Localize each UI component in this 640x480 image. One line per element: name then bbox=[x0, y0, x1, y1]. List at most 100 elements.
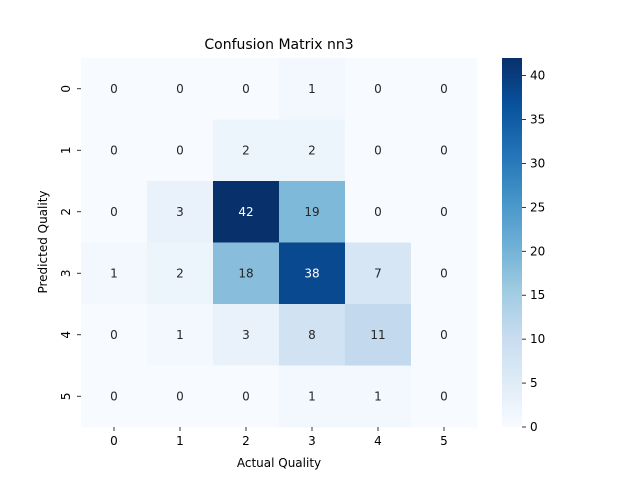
heatmap-cell bbox=[81, 181, 148, 243]
colorbar-tick-label: 20 bbox=[530, 244, 545, 258]
colorbar-tick-label: 0 bbox=[530, 420, 538, 434]
heatmap-cell bbox=[213, 304, 280, 366]
colorbar-ticks: 0 5 10 15 20 25 30 35 40 bbox=[522, 69, 545, 434]
cell-value-label: 0 bbox=[110, 205, 118, 219]
chart-title: Confusion Matrix nn3 bbox=[204, 37, 353, 53]
heatmap-cell bbox=[279, 365, 346, 428]
heatmap-cell bbox=[411, 304, 478, 366]
heatmap-cell bbox=[279, 181, 346, 243]
colorbar-tick-label: 15 bbox=[530, 288, 545, 302]
cell-value-label: 11 bbox=[370, 328, 385, 342]
colorbar-tick-label: 5 bbox=[530, 376, 538, 390]
cell-value-label: 0 bbox=[374, 82, 382, 96]
cell-value-label: 0 bbox=[374, 205, 382, 219]
cell-value-label: 0 bbox=[242, 82, 250, 96]
cell-value-label: 0 bbox=[176, 82, 184, 96]
cell-value-label: 1 bbox=[308, 82, 316, 96]
heatmap-cell bbox=[147, 304, 214, 366]
cell-value-label: 0 bbox=[110, 328, 118, 342]
cell-value-label: 1 bbox=[308, 389, 316, 403]
colorbar-tick-label: 40 bbox=[530, 69, 545, 83]
heatmap-cell bbox=[279, 58, 346, 120]
colorbar bbox=[502, 58, 522, 427]
heatmap-cell bbox=[81, 365, 148, 428]
cell-value-label: 18 bbox=[238, 266, 253, 280]
cell-value-label: 2 bbox=[176, 266, 184, 280]
cell-value-label: 8 bbox=[308, 328, 316, 342]
colorbar-tick-label: 35 bbox=[530, 113, 545, 127]
x-tick-label: 0 bbox=[110, 434, 118, 448]
x-tick-label: 3 bbox=[308, 434, 316, 448]
heatmap-cell bbox=[345, 58, 412, 120]
heatmap-cell bbox=[147, 58, 214, 120]
cell-value-label: 2 bbox=[242, 143, 250, 157]
heatmap-cell bbox=[345, 304, 412, 366]
x-tick-label: 1 bbox=[176, 434, 184, 448]
cell-value-label: 7 bbox=[374, 266, 382, 280]
cell-value-label: 1 bbox=[176, 328, 184, 342]
heatmap-cell bbox=[345, 365, 412, 428]
y-tick-label: 5 bbox=[59, 392, 73, 400]
cell-value-label: 0 bbox=[110, 143, 118, 157]
cell-value-label: 0 bbox=[110, 82, 118, 96]
y-axis-ticks: 0 1 2 3 4 5 bbox=[59, 85, 81, 400]
cell-value-label: 3 bbox=[176, 205, 184, 219]
heatmap-cell bbox=[81, 304, 148, 366]
heatmap-cell bbox=[147, 181, 214, 243]
heatmap-cell bbox=[411, 119, 478, 182]
cell-value-label: 3 bbox=[242, 328, 250, 342]
cell-value-label: 2 bbox=[308, 143, 316, 157]
heatmap-cell bbox=[279, 119, 346, 182]
heatmap-cell bbox=[411, 365, 478, 428]
cell-value-label: 0 bbox=[440, 389, 448, 403]
heatmap-cell bbox=[411, 242, 478, 305]
heatmap-cell bbox=[411, 181, 478, 243]
heatmap-cell bbox=[147, 365, 214, 428]
cell-value-label: 0 bbox=[242, 389, 250, 403]
y-tick-label: 4 bbox=[59, 331, 73, 339]
colorbar-tick-label: 30 bbox=[530, 156, 545, 170]
x-axis-label: Actual Quality bbox=[237, 456, 321, 470]
y-tick-label: 0 bbox=[59, 85, 73, 93]
heatmap-cell bbox=[213, 181, 280, 243]
cell-value-label: 0 bbox=[440, 205, 448, 219]
heatmap-cell bbox=[81, 58, 148, 120]
x-tick-label: 5 bbox=[440, 434, 448, 448]
heatmap-cell bbox=[345, 119, 412, 182]
cell-value-label: 42 bbox=[238, 205, 253, 219]
cell-value-label: 0 bbox=[110, 389, 118, 403]
heatmap-cell bbox=[81, 119, 148, 182]
colorbar-tick-label: 10 bbox=[530, 332, 545, 346]
heatmap-cell bbox=[147, 242, 214, 305]
heatmap-cell bbox=[81, 242, 148, 305]
x-axis-ticks: 0 1 2 3 4 5 bbox=[110, 427, 448, 448]
cell-value-label: 0 bbox=[440, 143, 448, 157]
heatmap-cell bbox=[345, 242, 412, 305]
y-tick-label: 2 bbox=[59, 208, 73, 216]
cell-value-label: 0 bbox=[440, 328, 448, 342]
x-tick-label: 2 bbox=[242, 434, 250, 448]
y-axis-label: Predicted Quality bbox=[36, 190, 50, 293]
cell-value-label: 0 bbox=[176, 143, 184, 157]
heatmap-cell bbox=[147, 119, 214, 182]
y-tick-label: 1 bbox=[59, 146, 73, 154]
heatmap-cell bbox=[213, 119, 280, 182]
heatmap-cell bbox=[213, 58, 280, 120]
y-tick-label: 3 bbox=[59, 269, 73, 277]
cell-value-label: 0 bbox=[440, 266, 448, 280]
cell-value-label: 1 bbox=[374, 389, 382, 403]
cell-value-label: 0 bbox=[374, 143, 382, 157]
heatmap-cell bbox=[279, 242, 346, 305]
heatmap-cell bbox=[213, 365, 280, 428]
heatmap-cell bbox=[279, 304, 346, 366]
colorbar-tick-label: 25 bbox=[530, 200, 545, 214]
heatmap-cell bbox=[411, 58, 478, 120]
x-tick-label: 4 bbox=[374, 434, 382, 448]
heatmap-cells: 0 0 0 1 0 00 0 2 2 0 00 3 42 19 0 01 2 18 38 7 00 1 3 8 11 00 0 0 1 1… bbox=[81, 58, 478, 428]
cell-value-label: 1 bbox=[110, 266, 118, 280]
cell-value-label: 19 bbox=[304, 205, 319, 219]
heatmap-cell bbox=[213, 242, 280, 305]
heatmap-cell bbox=[345, 181, 412, 243]
cell-value-label: 0 bbox=[440, 82, 448, 96]
